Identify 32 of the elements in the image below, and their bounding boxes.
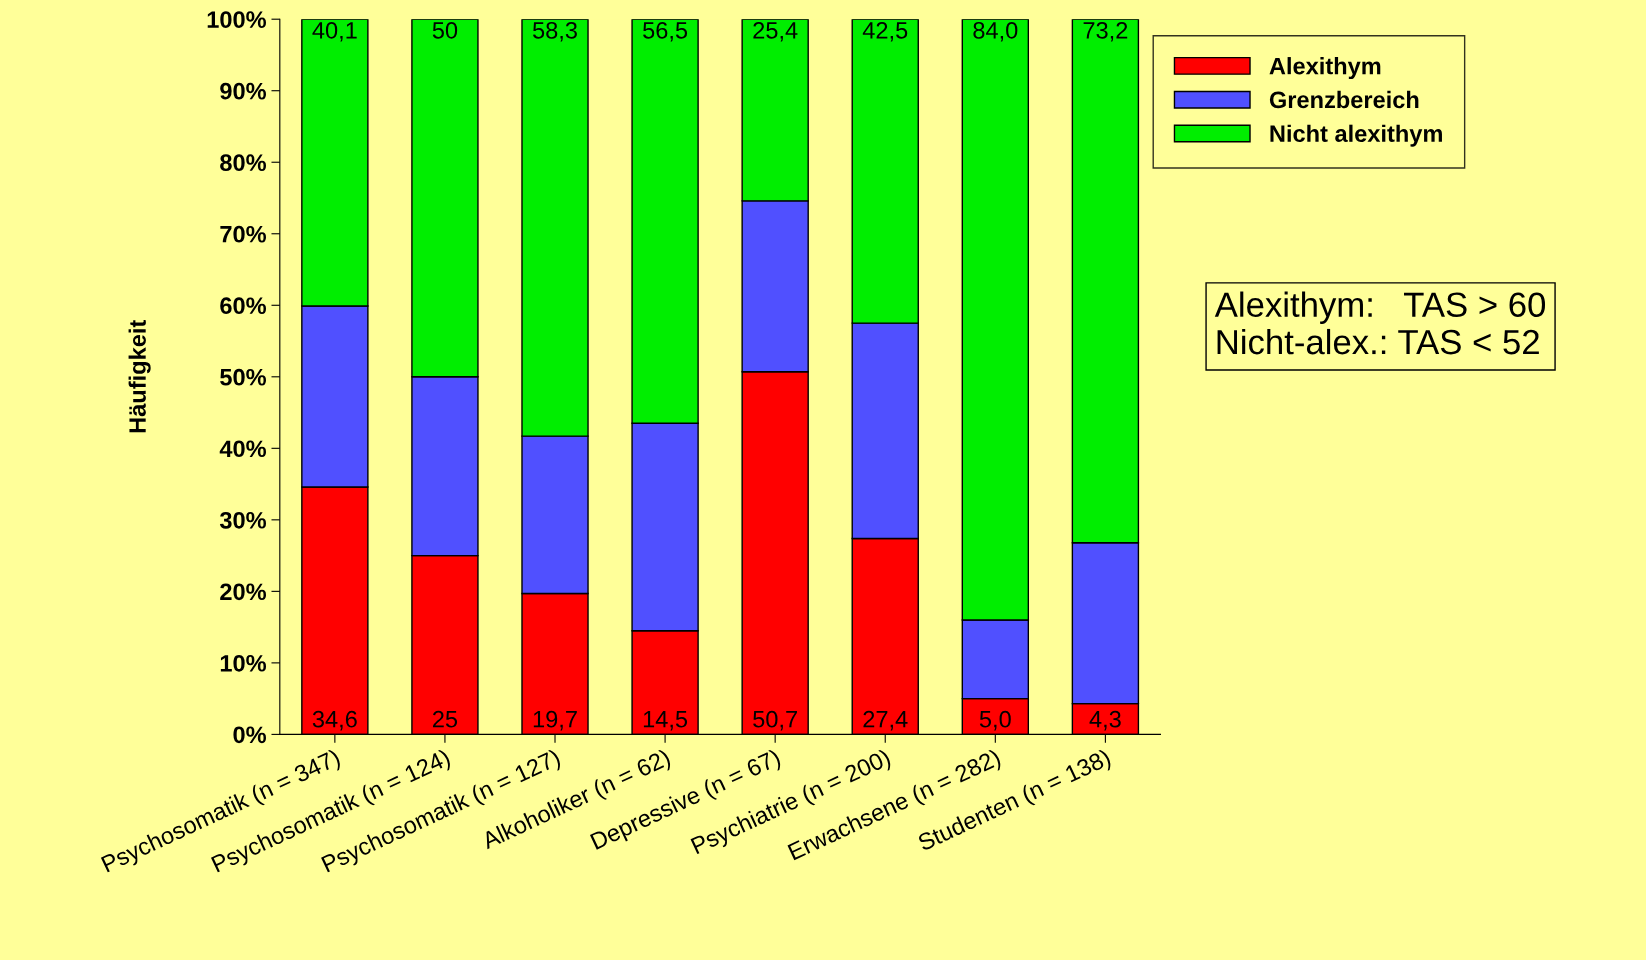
legend-label: Grenzbereich	[1269, 90, 1419, 109]
data-label: 25,4	[753, 21, 798, 42]
data-label: 19,7	[533, 710, 577, 731]
data-label: 84,0	[973, 21, 1018, 42]
data-label: 4,3	[1089, 710, 1121, 731]
y-tick-label: 20%	[220, 583, 266, 601]
data-label: 25	[432, 710, 458, 728]
data-label: 50	[432, 21, 458, 39]
data-label: 34,6	[312, 710, 357, 731]
data-label: 40,1	[312, 21, 357, 42]
y-tick-label: 50%	[220, 368, 266, 386]
data-label: 14,5	[643, 711, 688, 731]
y-tick-label: 70%	[220, 225, 266, 243]
data-label: 56,5	[643, 21, 688, 42]
y-tick-label: 60%	[220, 297, 266, 315]
y-tick-label: 100%	[207, 11, 267, 28]
data-label: 27,4	[863, 710, 908, 731]
data-label: 42,5	[862, 21, 908, 42]
y-tick-label: 40%	[219, 440, 266, 458]
data-label: 5,0	[979, 710, 1011, 731]
text: Alexithym: TAS > 60 Nicht-alex.: TAS < 52	[1214, 291, 1546, 355]
y-tick-label: 30%	[219, 511, 266, 529]
data-label: 58,3	[532, 21, 577, 42]
y-axis-title: Häufigkeit	[128, 320, 151, 433]
legend-label: Alexithym	[1269, 57, 1381, 80]
y-tick-label: 0%	[233, 726, 266, 744]
y-tick-label: 90%	[220, 82, 266, 100]
legend-label: Nicht alexithym	[1270, 124, 1442, 147]
y-tick-label: 10%	[220, 654, 266, 672]
data-label: 73,2	[1083, 21, 1128, 42]
y-tick-label: 80%	[220, 154, 266, 172]
data-label: 50,7	[753, 710, 797, 731]
